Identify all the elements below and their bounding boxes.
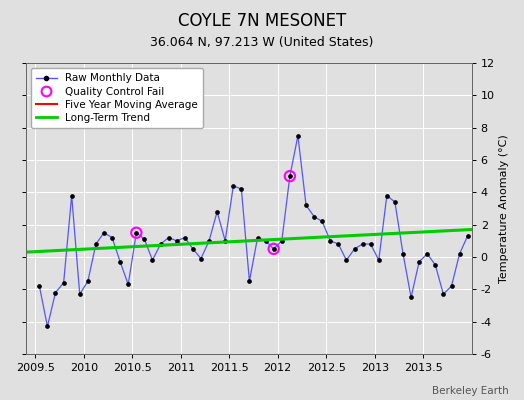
Y-axis label: Temperature Anomaly (°C): Temperature Anomaly (°C) [499,134,509,283]
Text: 36.064 N, 97.213 W (United States): 36.064 N, 97.213 W (United States) [150,36,374,49]
Point [286,173,294,179]
Text: Berkeley Earth: Berkeley Earth [432,386,508,396]
Point [269,246,278,252]
Legend: Raw Monthly Data, Quality Control Fail, Five Year Moving Average, Long-Term Tren: Raw Monthly Data, Quality Control Fail, … [31,68,203,128]
Text: COYLE 7N MESONET: COYLE 7N MESONET [178,12,346,30]
Point [132,230,140,236]
